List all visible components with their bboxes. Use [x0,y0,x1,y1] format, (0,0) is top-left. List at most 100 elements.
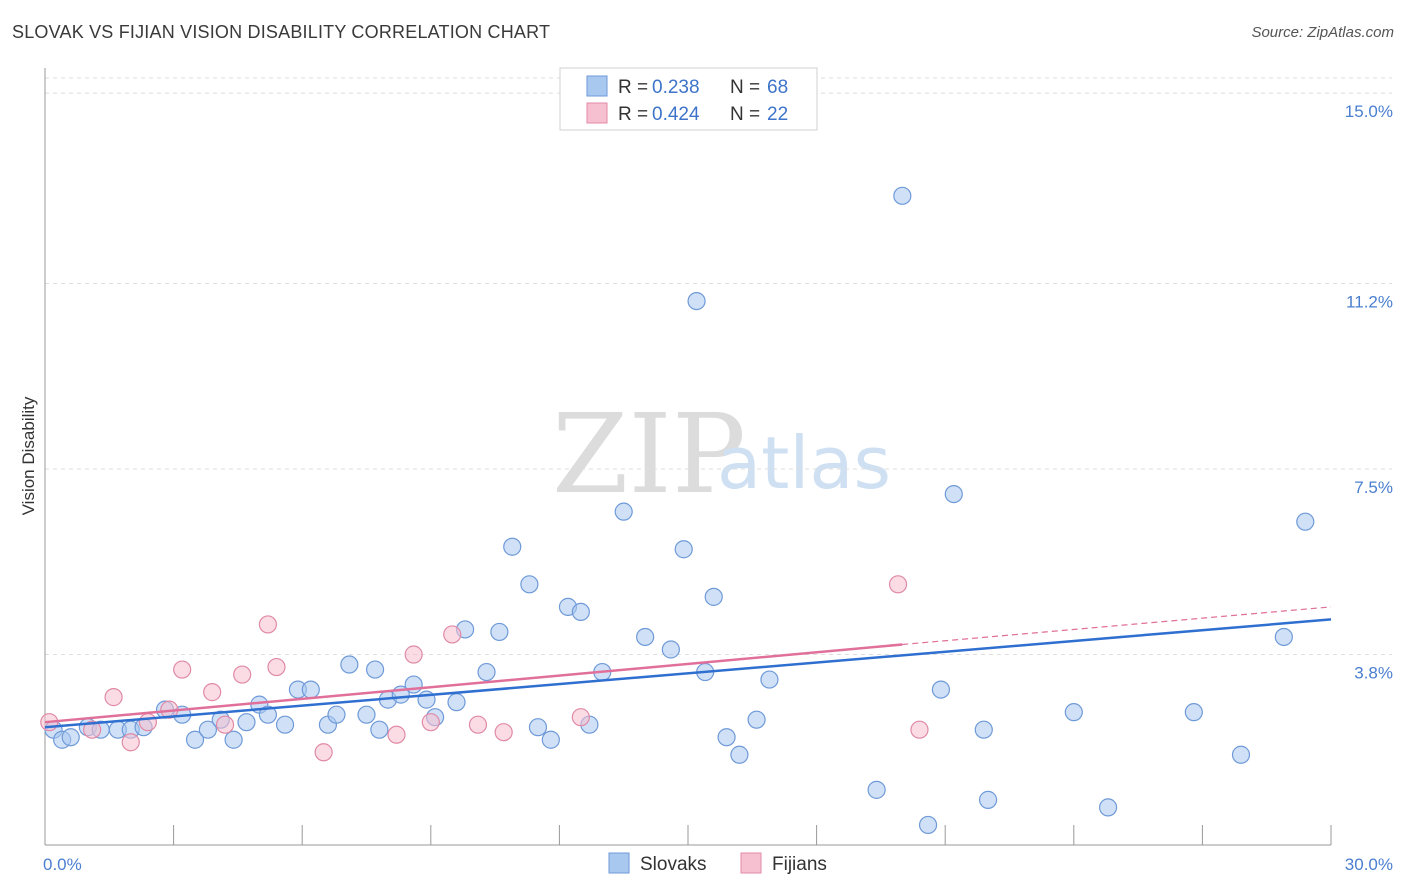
point-slovaks [365,660,385,679]
trend-line-slovaks [44,618,1332,729]
point-slovaks [357,705,376,724]
point-slovaks [636,627,655,647]
legend-n-value: 22 [767,104,788,125]
point-slovaks [760,670,779,689]
point-fijians [314,743,333,762]
point-slovaks [704,587,723,606]
point-slovaks [1274,627,1293,647]
legend-n-value: 68 [767,77,788,98]
point-fijians [494,723,513,742]
point-fijians [215,715,235,734]
point-slovaks [447,693,466,712]
point-fijians [121,733,140,752]
point-slovaks [198,720,217,739]
point-slovaks [674,540,693,559]
point-fijians [888,575,908,594]
point-slovaks [717,728,736,747]
point-slovaks [893,186,912,205]
point-slovaks [1296,512,1315,531]
point-slovaks [224,730,243,749]
point-slovaks [661,640,680,659]
point-slovaks [237,713,256,732]
point-fijians [267,657,286,677]
point-slovaks [974,720,993,739]
legend-r-value: 0.424 [652,104,700,125]
point-fijians [571,708,590,727]
series-legend-swatch-fijians [740,852,762,874]
legend-r-label: R = [618,104,648,125]
trend-lines [44,606,1332,729]
y-tick-labels: 3.8% 7.5% 11.2% 15.0% [1345,102,1393,682]
point-slovaks [687,292,706,311]
point-slovaks [327,705,346,724]
point-fijians [443,625,462,644]
y-tick-label: 7.5% [1354,478,1393,497]
trend-extension-fijians [902,606,1332,646]
watermark-atlas: atlas [717,421,891,505]
point-slovaks [503,537,522,556]
point-slovaks [528,718,548,737]
point-slovaks [918,815,938,835]
point-slovaks [747,710,766,729]
watermark-zip: ZIP [552,390,746,518]
point-slovaks [1098,798,1118,817]
point-slovaks [978,790,998,809]
point-slovaks [477,662,496,682]
point-slovaks [730,745,749,764]
point-slovaks [258,705,278,724]
point-slovaks [1064,703,1083,722]
point-fijians [173,660,192,679]
data-points [40,186,1315,835]
point-fijians [138,713,157,732]
point-fijians [404,645,423,664]
point-fijians [203,683,222,702]
point-fijians [910,720,929,739]
grid-lines [45,77,1392,656]
point-fijians [83,720,102,739]
x-tick-label: 0.0% [43,855,82,874]
point-slovaks [541,730,560,749]
point-slovaks [1184,703,1203,722]
point-fijians [468,715,488,734]
legend-swatch-fijians [586,102,608,124]
series-legend-swatch-slovaks [608,852,630,874]
legend-n-label: N = [730,77,760,98]
point-slovaks [867,780,886,799]
point-slovaks [490,622,509,642]
legend-r-label: R = [618,77,648,98]
x-tick-label: 30.0% [1345,855,1393,874]
y-tick-label: 3.8% [1354,664,1393,683]
point-slovaks [340,655,359,674]
point-slovaks [520,575,539,594]
watermark: ZIP atlas [552,390,891,518]
y-tick-label: 15.0% [1345,102,1393,121]
series-legend-slovaks: Slovaks [640,854,707,875]
point-slovaks [370,720,389,739]
point-slovaks [275,715,295,734]
point-slovaks [1231,745,1251,764]
point-fijians [387,725,406,744]
point-fijians [104,688,123,707]
point-slovaks [185,730,205,749]
y-axis-label: Vision Disability [19,396,38,515]
series-legend: Slovaks Fijians [608,852,827,875]
y-tick-label: 11.2% [1346,293,1393,312]
point-fijians [421,713,440,732]
point-slovaks [61,728,80,747]
chart-title: SLOVAK VS FIJIAN VISION DISABILITY CORRE… [12,22,551,42]
point-fijians [233,665,252,684]
trend-line-fijians [44,643,903,724]
correlation-legend: R = 0.238 N = 68 R = 0.424 N = 22 [559,67,818,131]
point-fijians [258,615,278,634]
source-label: Source: ZipAtlas.com [1251,24,1394,41]
legend-r-value: 0.238 [652,77,700,98]
point-slovaks [931,680,951,699]
legend-n-label: N = [730,104,760,125]
legend-swatch-slovaks [586,75,608,97]
x-ticks: 0.0% 30.0% [43,825,1393,874]
point-slovaks [301,680,320,699]
point-slovaks [614,502,633,521]
point-slovaks [571,602,590,622]
series-legend-fijians: Fijians [772,854,827,875]
